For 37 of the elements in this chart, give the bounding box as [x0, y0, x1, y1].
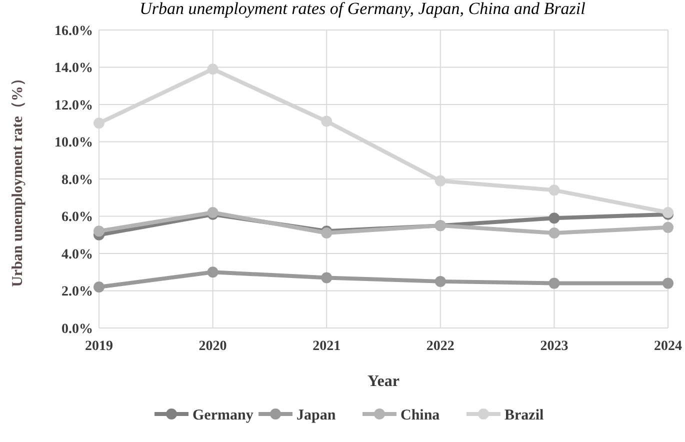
y-tick-label: 12.0% — [54, 98, 93, 114]
legend-label: Japan — [296, 407, 336, 424]
point — [662, 278, 674, 289]
point — [434, 276, 446, 287]
point — [662, 222, 674, 233]
x-tick-label: 2024 — [654, 339, 682, 354]
legend-label: Brazil — [504, 407, 544, 424]
x-tick-label: 2020 — [198, 339, 227, 354]
y-tick-label: 4.0% — [62, 247, 93, 262]
point — [94, 118, 104, 129]
point — [548, 212, 560, 224]
legend-label: Germany — [192, 407, 254, 424]
y-tick-label: 16.0% — [54, 24, 93, 39]
y-axis-title: Urban unemployment rate（%） — [10, 71, 26, 287]
point — [548, 228, 560, 239]
y-tick-label: 0.0% — [62, 322, 93, 337]
point — [548, 184, 560, 196]
point — [207, 266, 218, 278]
y-tick-label: 14.0% — [54, 61, 93, 76]
point — [548, 278, 560, 289]
x-tick-label: 2022 — [426, 339, 454, 354]
y-tick-label: 2.0% — [62, 284, 93, 300]
x-tick-label: 2021 — [312, 339, 341, 354]
point — [321, 116, 332, 127]
point — [94, 226, 104, 237]
y-tick-label: 6.0% — [62, 210, 93, 226]
point — [434, 175, 446, 186]
x-axis-title: Year — [368, 373, 400, 390]
y-tick-label: 10.0% — [54, 136, 93, 151]
point — [94, 282, 104, 293]
x-tick-label: 2023 — [540, 339, 568, 354]
legend-label: China — [400, 407, 440, 424]
chart-title: Urban unemployment rates of Germany, Japan, China and Brazil — [140, 0, 586, 18]
y-tick-label: 8.0% — [62, 172, 93, 188]
point — [207, 64, 218, 75]
x-tick-label: 2019 — [85, 339, 113, 354]
point — [321, 272, 332, 284]
